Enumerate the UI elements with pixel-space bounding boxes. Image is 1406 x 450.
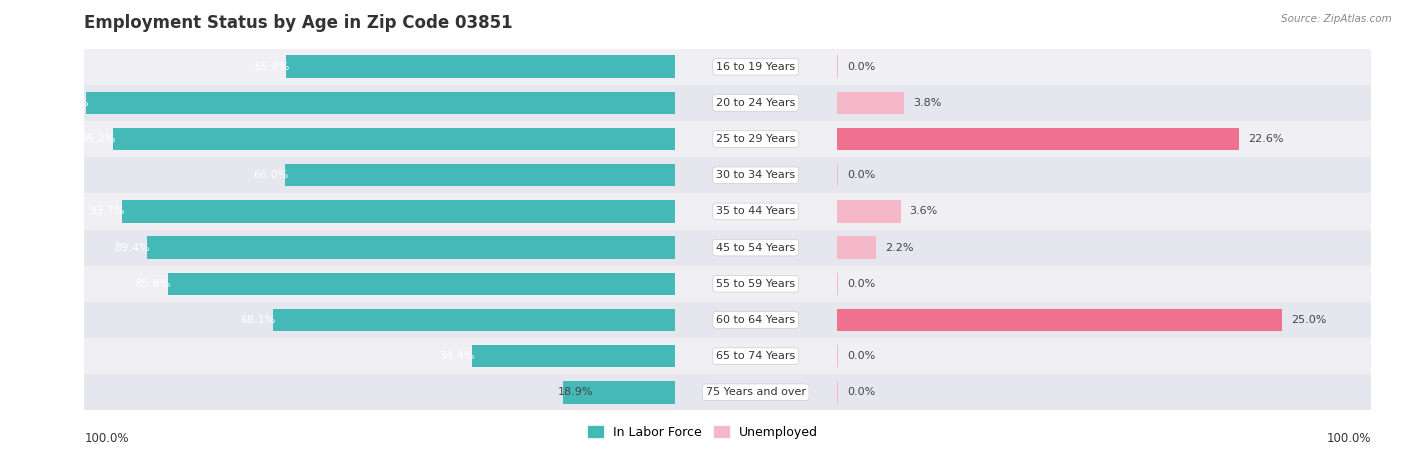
Text: 100.0%: 100.0% xyxy=(84,432,129,445)
Text: 0.0%: 0.0% xyxy=(848,62,876,72)
Text: 0.0%: 0.0% xyxy=(848,387,876,397)
Text: 99.7%: 99.7% xyxy=(53,98,89,108)
Bar xyxy=(0,85,1406,121)
Text: 66.0%: 66.0% xyxy=(253,170,288,180)
Bar xyxy=(837,55,838,78)
Bar xyxy=(0,338,1406,374)
Bar xyxy=(472,345,675,367)
Bar xyxy=(837,92,904,114)
Bar xyxy=(0,194,1406,230)
Bar xyxy=(0,230,1406,266)
Text: 75 Years and over: 75 Years and over xyxy=(706,387,806,397)
Text: 34.4%: 34.4% xyxy=(439,351,475,361)
Bar xyxy=(0,266,1406,302)
Bar xyxy=(0,374,1406,410)
Bar xyxy=(837,345,838,367)
Text: 85.8%: 85.8% xyxy=(135,279,172,289)
Bar xyxy=(0,194,1406,230)
Bar xyxy=(0,302,1406,338)
Bar xyxy=(837,236,876,259)
Bar xyxy=(0,121,1406,157)
Bar xyxy=(287,55,675,78)
Text: 22.6%: 22.6% xyxy=(1249,134,1284,144)
Text: 16 to 19 Years: 16 to 19 Years xyxy=(716,62,796,72)
Bar xyxy=(0,85,1406,121)
Bar xyxy=(0,49,1406,85)
Bar xyxy=(837,164,838,186)
Bar xyxy=(0,49,1406,85)
Bar xyxy=(0,157,1406,194)
Text: 65 to 74 Years: 65 to 74 Years xyxy=(716,351,796,361)
Text: 25 to 29 Years: 25 to 29 Years xyxy=(716,134,796,144)
Bar xyxy=(0,338,1406,374)
Bar xyxy=(0,374,1406,410)
Bar xyxy=(0,157,1406,194)
Bar xyxy=(148,236,675,259)
Text: 20 to 24 Years: 20 to 24 Years xyxy=(716,98,796,108)
Text: 0.0%: 0.0% xyxy=(848,279,876,289)
Text: 93.7%: 93.7% xyxy=(89,207,125,216)
Legend: In Labor Force, Unemployed: In Labor Force, Unemployed xyxy=(583,421,823,444)
Text: 0.0%: 0.0% xyxy=(848,170,876,180)
Bar xyxy=(0,338,1406,374)
Bar xyxy=(837,309,1282,331)
Text: Source: ZipAtlas.com: Source: ZipAtlas.com xyxy=(1281,14,1392,23)
Text: 18.9%: 18.9% xyxy=(557,387,593,397)
Bar xyxy=(0,266,1406,302)
Bar xyxy=(0,85,1406,121)
Bar xyxy=(0,374,1406,410)
Bar xyxy=(837,128,1239,150)
Bar xyxy=(86,92,675,114)
Text: 45 to 54 Years: 45 to 54 Years xyxy=(716,243,796,252)
Bar xyxy=(564,381,675,404)
Bar xyxy=(169,273,675,295)
Text: 55 to 59 Years: 55 to 59 Years xyxy=(716,279,796,289)
Text: 89.4%: 89.4% xyxy=(114,243,150,252)
Text: 25.0%: 25.0% xyxy=(1291,315,1326,325)
Bar xyxy=(0,302,1406,338)
Text: 0.0%: 0.0% xyxy=(848,351,876,361)
Text: 65.8%: 65.8% xyxy=(254,62,290,72)
Bar xyxy=(273,309,675,331)
Bar xyxy=(837,273,838,295)
Text: 95.2%: 95.2% xyxy=(80,134,115,144)
Bar xyxy=(0,49,1406,85)
Text: 3.8%: 3.8% xyxy=(912,98,942,108)
Bar xyxy=(0,194,1406,230)
Bar xyxy=(0,266,1406,302)
Bar xyxy=(0,302,1406,338)
Bar xyxy=(0,121,1406,157)
Bar xyxy=(112,128,675,150)
Text: 30 to 34 Years: 30 to 34 Years xyxy=(716,170,796,180)
Bar xyxy=(837,200,901,223)
Bar xyxy=(285,164,675,186)
Text: 68.1%: 68.1% xyxy=(240,315,276,325)
Text: 100.0%: 100.0% xyxy=(1326,432,1371,445)
Bar xyxy=(0,157,1406,194)
Text: 2.2%: 2.2% xyxy=(884,243,912,252)
Bar xyxy=(837,381,838,404)
Bar xyxy=(0,230,1406,266)
Text: 3.6%: 3.6% xyxy=(910,207,938,216)
Bar xyxy=(0,230,1406,266)
Bar xyxy=(121,200,675,223)
Bar xyxy=(0,121,1406,157)
Text: Employment Status by Age in Zip Code 03851: Employment Status by Age in Zip Code 038… xyxy=(84,14,513,32)
Text: 35 to 44 Years: 35 to 44 Years xyxy=(716,207,796,216)
Text: 60 to 64 Years: 60 to 64 Years xyxy=(716,315,796,325)
